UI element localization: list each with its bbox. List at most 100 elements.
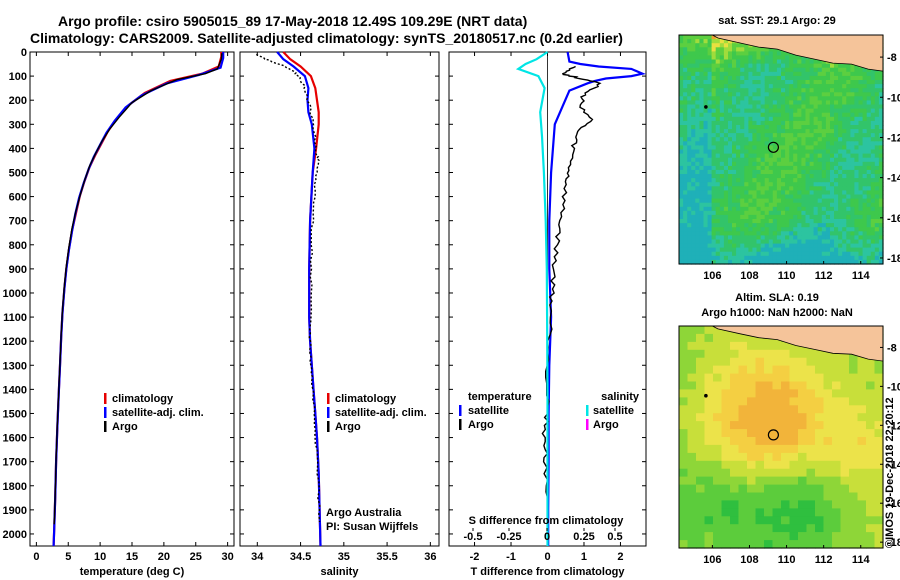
ytick-label: 1600: [3, 433, 27, 445]
secondary-xtick-label: -0.5: [464, 531, 483, 543]
map-sst_map: [678, 34, 884, 265]
series-line-difference_panel-s-satellite: [515, 51, 549, 546]
legend-title-salinity: salinity: [601, 391, 640, 403]
secondary-xtick-label: 0.5: [607, 531, 622, 543]
series-line-salinity_panel-argo: [255, 53, 321, 522]
map-ytick-label: -10: [887, 381, 900, 393]
legend-label: climatology: [112, 393, 174, 405]
ytick-label: 1200: [3, 336, 27, 348]
map-ytick-label: -18: [887, 537, 900, 549]
map-ytick-label: -18: [887, 253, 900, 265]
sst-map-title: sat. SST: 29.1 Argo: 29: [718, 15, 836, 27]
map-xtick-label: 106: [703, 554, 721, 566]
series-line-salinity_panel-satellite-adj-clim-: [276, 51, 322, 547]
xaxis-label: T difference from climatology: [470, 566, 625, 578]
map-ytick-label: -12: [887, 420, 900, 432]
xtick-label: 30: [222, 551, 234, 563]
ytick-label: 1500: [3, 408, 27, 420]
watermark: ©IMOS 19-Dec-2018 22:20:12: [884, 397, 896, 548]
ytick-label: 0: [21, 47, 27, 59]
secondary-xtick-label: 0: [544, 531, 550, 543]
ytick-label: 500: [9, 167, 27, 179]
xtick-label: 2: [617, 551, 623, 563]
legend-swatch: [459, 419, 462, 430]
xtick-label: 0: [33, 551, 39, 563]
xtick-label: -1: [506, 551, 516, 563]
ytick-label: 2000: [3, 529, 27, 541]
xtick-label: 34: [251, 551, 264, 563]
map-ytick-label: -16: [887, 498, 900, 510]
ytick-label: 200: [9, 95, 27, 107]
map-frame: [678, 325, 884, 549]
legend-label: Argo: [335, 421, 361, 433]
map-xtick-label: 108: [740, 554, 758, 566]
map-xtick-label: 114: [852, 270, 871, 282]
ytick-label: 1300: [3, 360, 27, 372]
map-ytick-label: -16: [887, 213, 900, 225]
map-ytick-label: -14: [887, 459, 900, 471]
ytick-label: 700: [9, 216, 27, 228]
legend-title-temperature: temperature: [468, 391, 532, 403]
xtick-label: 36: [424, 551, 436, 563]
ytick-label: 900: [9, 264, 27, 276]
argo-position-marker: [767, 141, 779, 153]
xtick-label: 20: [158, 551, 170, 563]
island-christmas: [704, 105, 708, 109]
xtick-label: 5: [65, 551, 71, 563]
ytick-label: 300: [9, 119, 27, 131]
map-frame: [678, 34, 884, 265]
sla-map-subtitle: Argo h1000: NaN h2000: NaN: [701, 307, 853, 319]
credit-line-1: Argo Australia: [326, 507, 402, 519]
map-xtick-label: 114: [852, 554, 871, 566]
xtick-label: 34.5: [290, 551, 311, 563]
legend-label: satellite: [593, 405, 634, 417]
map-ytick-label: -8: [887, 52, 897, 64]
argo-position-marker: [767, 429, 779, 441]
sla-map-title: Altim. SLA: 0.19: [735, 292, 819, 304]
legend-label: satellite-adj. clim.: [112, 407, 204, 419]
xtick-label: 15: [126, 551, 138, 563]
map-xtick-label: 110: [778, 554, 796, 566]
map-ytick-label: -14: [887, 173, 900, 185]
legend-swatch: [586, 405, 589, 416]
ytick-label: 1400: [3, 384, 27, 396]
xtick-label: -2: [470, 551, 480, 563]
title-line-2: Climatology: CARS2009. Satellite-adjuste…: [30, 30, 623, 46]
secondary-axis-label: S difference from climatology: [469, 515, 625, 527]
ytick-label: 1000: [3, 288, 27, 300]
ytick-label: 400: [9, 143, 27, 155]
legend-swatch: [327, 407, 330, 418]
ytick-label: 1700: [3, 457, 27, 469]
legend-swatch: [459, 405, 462, 416]
map-xtick-label: 112: [815, 270, 833, 282]
xaxis-label: temperature (deg C): [80, 566, 185, 578]
map-xtick-label: 106: [703, 270, 721, 282]
panel-frame-temperature_panel: [29, 51, 235, 547]
map-ytick-label: -10: [887, 92, 900, 104]
legend-label: satellite: [468, 405, 509, 417]
credit-line-2: PI: Susan Wijffels: [326, 521, 418, 533]
xtick-label: 10: [94, 551, 106, 563]
legend-label: satellite-adj. clim.: [335, 407, 427, 419]
xtick-label: 35: [338, 551, 350, 563]
map-xtick-label: 108: [740, 270, 758, 282]
xtick-label: 35.5: [376, 551, 397, 563]
map-xtick-label: 112: [815, 554, 833, 566]
legend-swatch: [104, 407, 107, 418]
map-xtick-label: 110: [778, 270, 796, 282]
secondary-xtick-label: 0.25: [573, 531, 594, 543]
title-line-1: Argo profile: csiro 5905015_89 17-May-20…: [58, 13, 528, 29]
xtick-label: 0: [544, 551, 550, 563]
island-christmas: [704, 393, 708, 398]
legend-swatch: [586, 419, 589, 430]
ytick-label: 1100: [3, 312, 27, 324]
ytick-label: 600: [9, 192, 27, 204]
ytick-label: 100: [9, 71, 27, 83]
legend-swatch: [104, 421, 107, 432]
legend-swatch: [104, 393, 107, 404]
ytick-label: 1800: [3, 481, 27, 493]
xtick-label: 1: [581, 551, 587, 563]
legend-label: climatology: [335, 393, 397, 405]
map-ytick-label: -12: [887, 132, 900, 144]
